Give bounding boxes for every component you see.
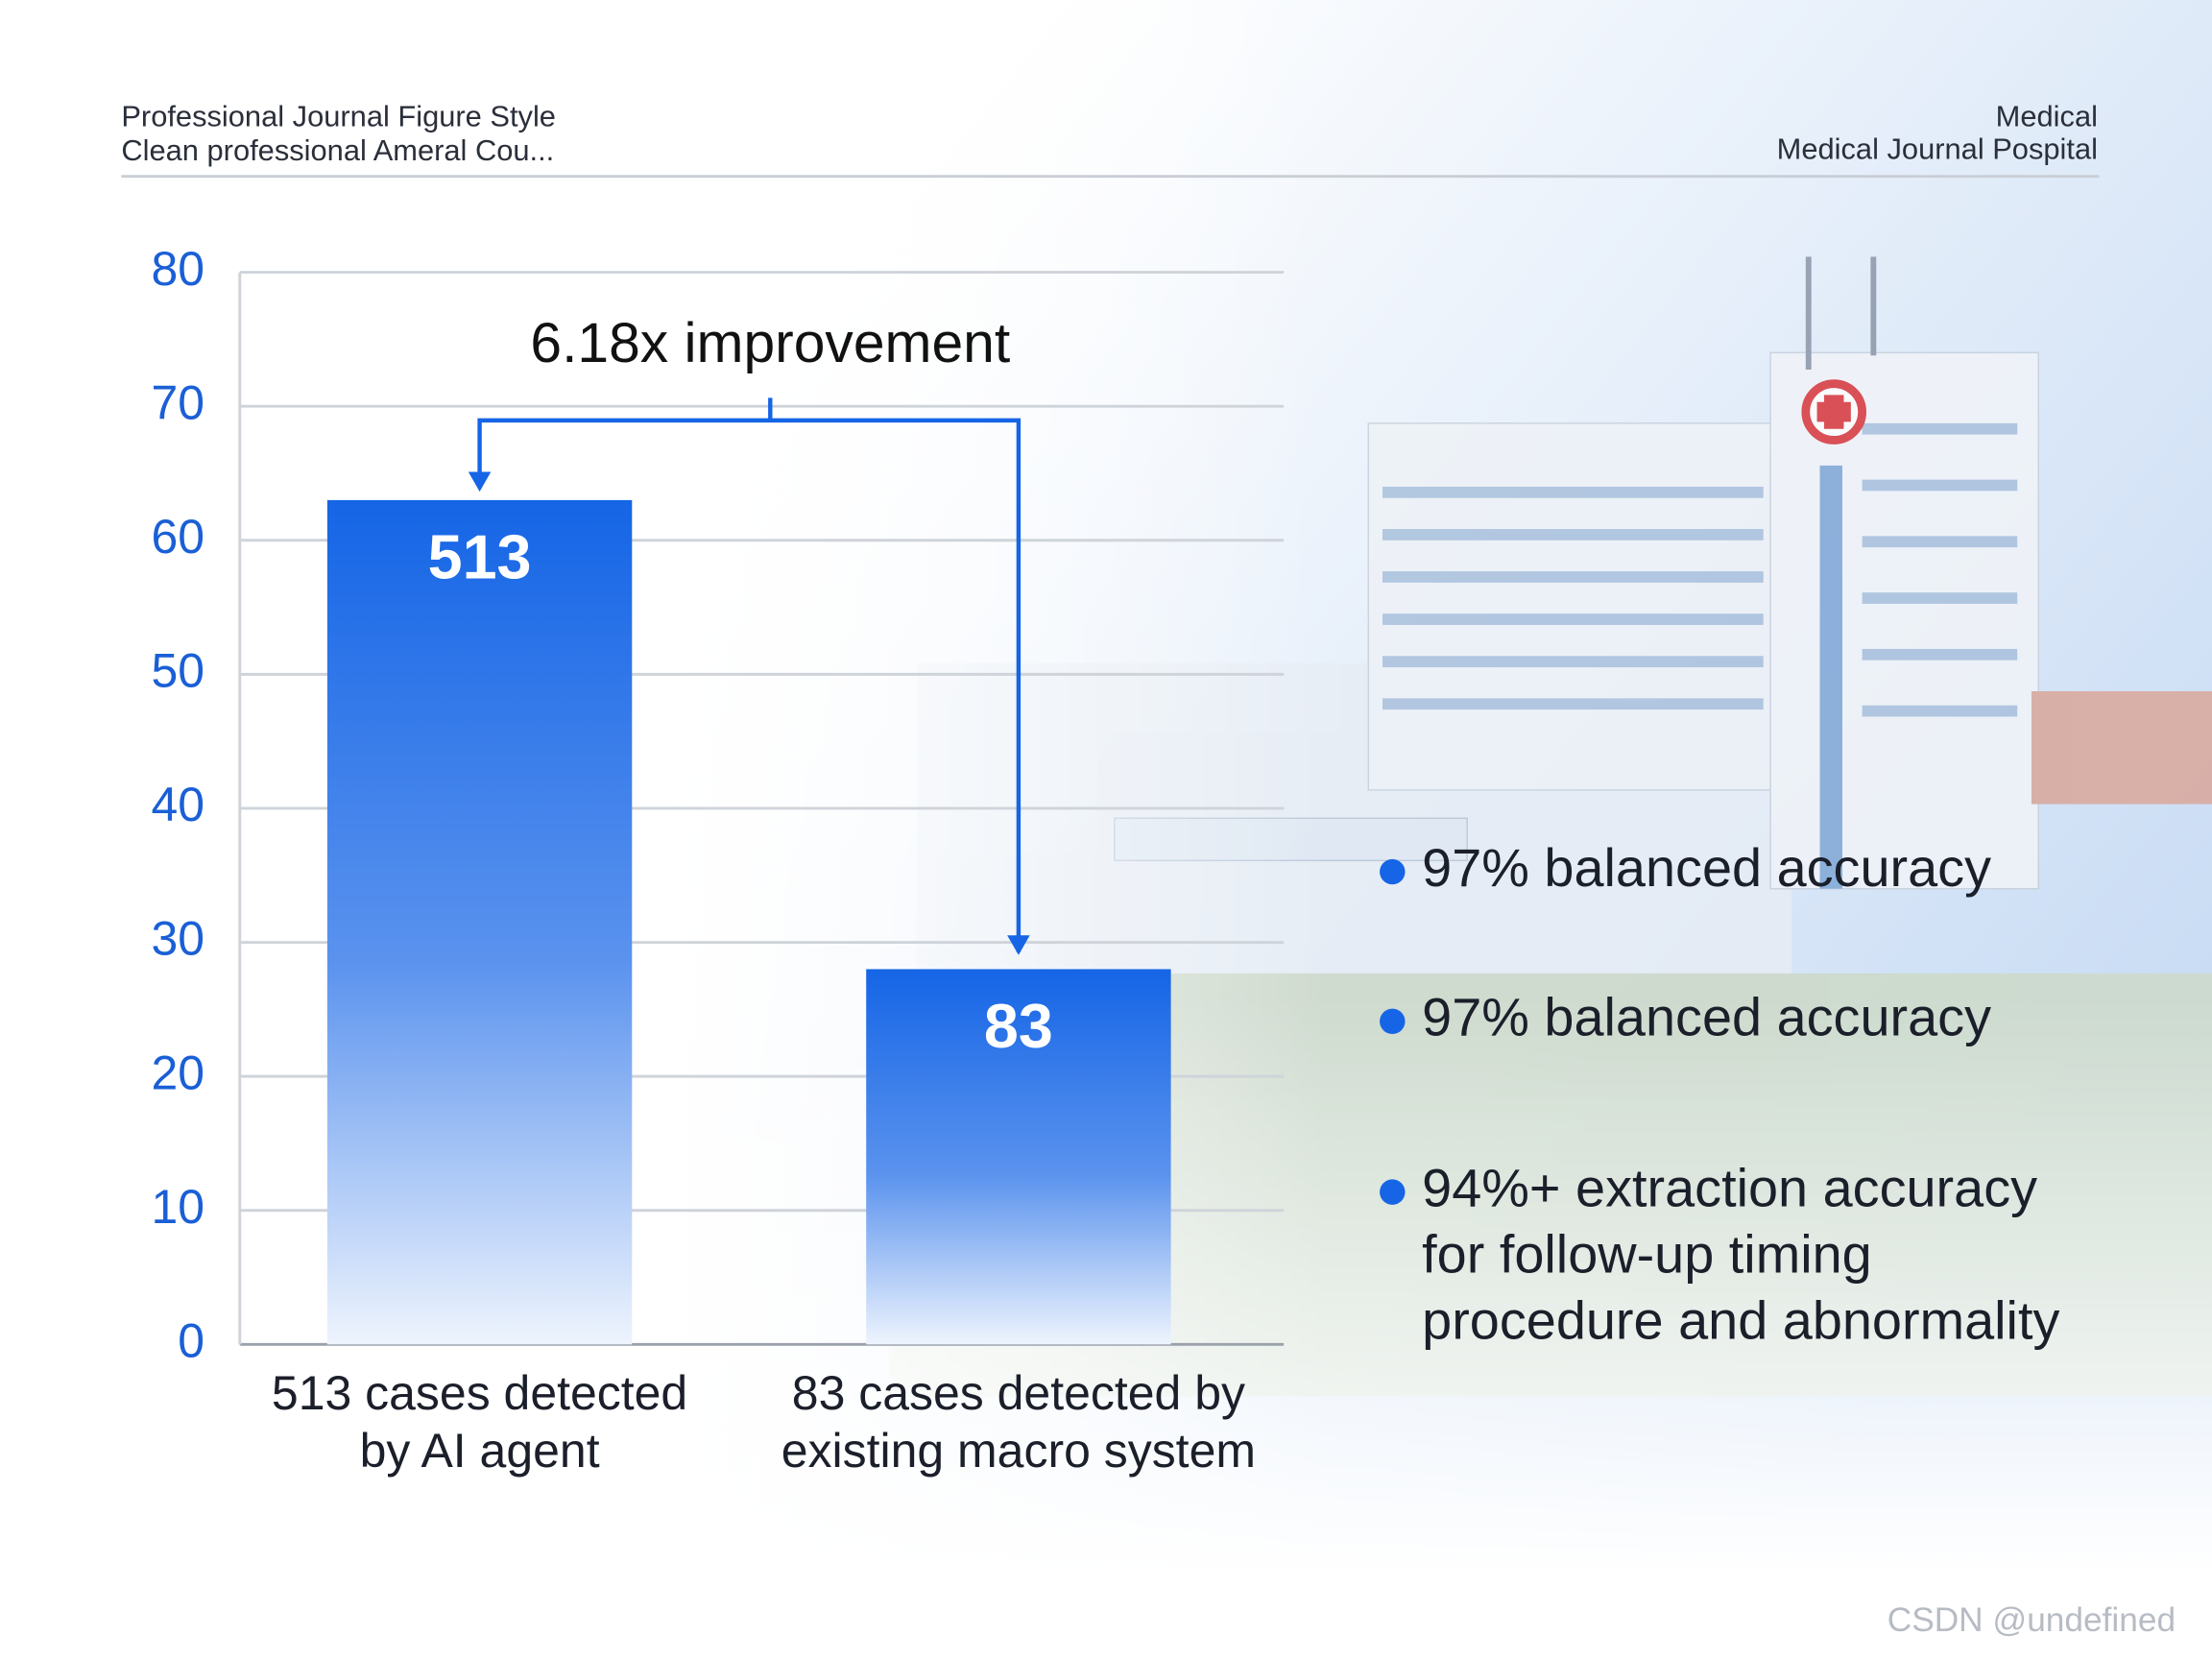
- header-text: Medical: [1996, 100, 2098, 133]
- y-tick-label: 0: [178, 1314, 204, 1368]
- bullet-text-box: 97% balanced accuracy: [1422, 989, 1992, 1048]
- bullet-text: 97% balanced accuracy: [1422, 989, 1992, 1048]
- header-text: Professional Journal Figure Style: [121, 100, 556, 133]
- y-tick-label: 40: [152, 778, 205, 831]
- header-text: Medical Journal Pospital: [1777, 132, 2098, 165]
- bullet-dot: [1380, 1179, 1406, 1205]
- header-text: Clean professional Ameral Cou...: [121, 133, 554, 167]
- y-tick-label: 70: [152, 375, 205, 429]
- bullet-text: 97% balanced accuracy: [1422, 839, 1992, 899]
- bullet-dot: [1380, 1008, 1406, 1035]
- annotation-arrow: [1007, 935, 1030, 955]
- bar: [866, 969, 1171, 1345]
- annotation: 6.18x improvement: [530, 312, 1010, 374]
- annotation-bracket: [477, 397, 1022, 952]
- y-tick-label: 50: [152, 644, 205, 698]
- y-tick-label: 80: [152, 242, 205, 296]
- bar-label: 513: [428, 522, 532, 592]
- bullet-text-box: 94%+ extraction accuracy for follow-up t…: [1422, 1159, 2060, 1352]
- x-tick-label: 83 cases detected by existing macro syst…: [781, 1366, 1256, 1479]
- bar: [326, 499, 633, 1345]
- bullet-text-box: 97% balanced accuracy: [1422, 839, 1992, 899]
- y-tick-label: 30: [152, 912, 205, 966]
- y-tick-label: 10: [152, 1180, 205, 1234]
- y-tick-label: 60: [152, 510, 205, 564]
- x-tick-label-box: 513 cases detected by AI agent: [271, 1366, 688, 1479]
- bullet-dot: [1380, 858, 1406, 885]
- bullet-text: 94%+ extraction accuracy for follow-up t…: [1422, 1159, 2060, 1352]
- y-tick-label: 20: [152, 1046, 205, 1099]
- x-tick-label: 513 cases detected by AI agent: [271, 1366, 688, 1479]
- x-tick-label-box: 83 cases detected by existing macro syst…: [781, 1366, 1256, 1479]
- watermark: CSDN @undefined: [1887, 1601, 2176, 1639]
- annotation-arrow: [468, 471, 492, 493]
- bar-label: 83: [984, 991, 1053, 1061]
